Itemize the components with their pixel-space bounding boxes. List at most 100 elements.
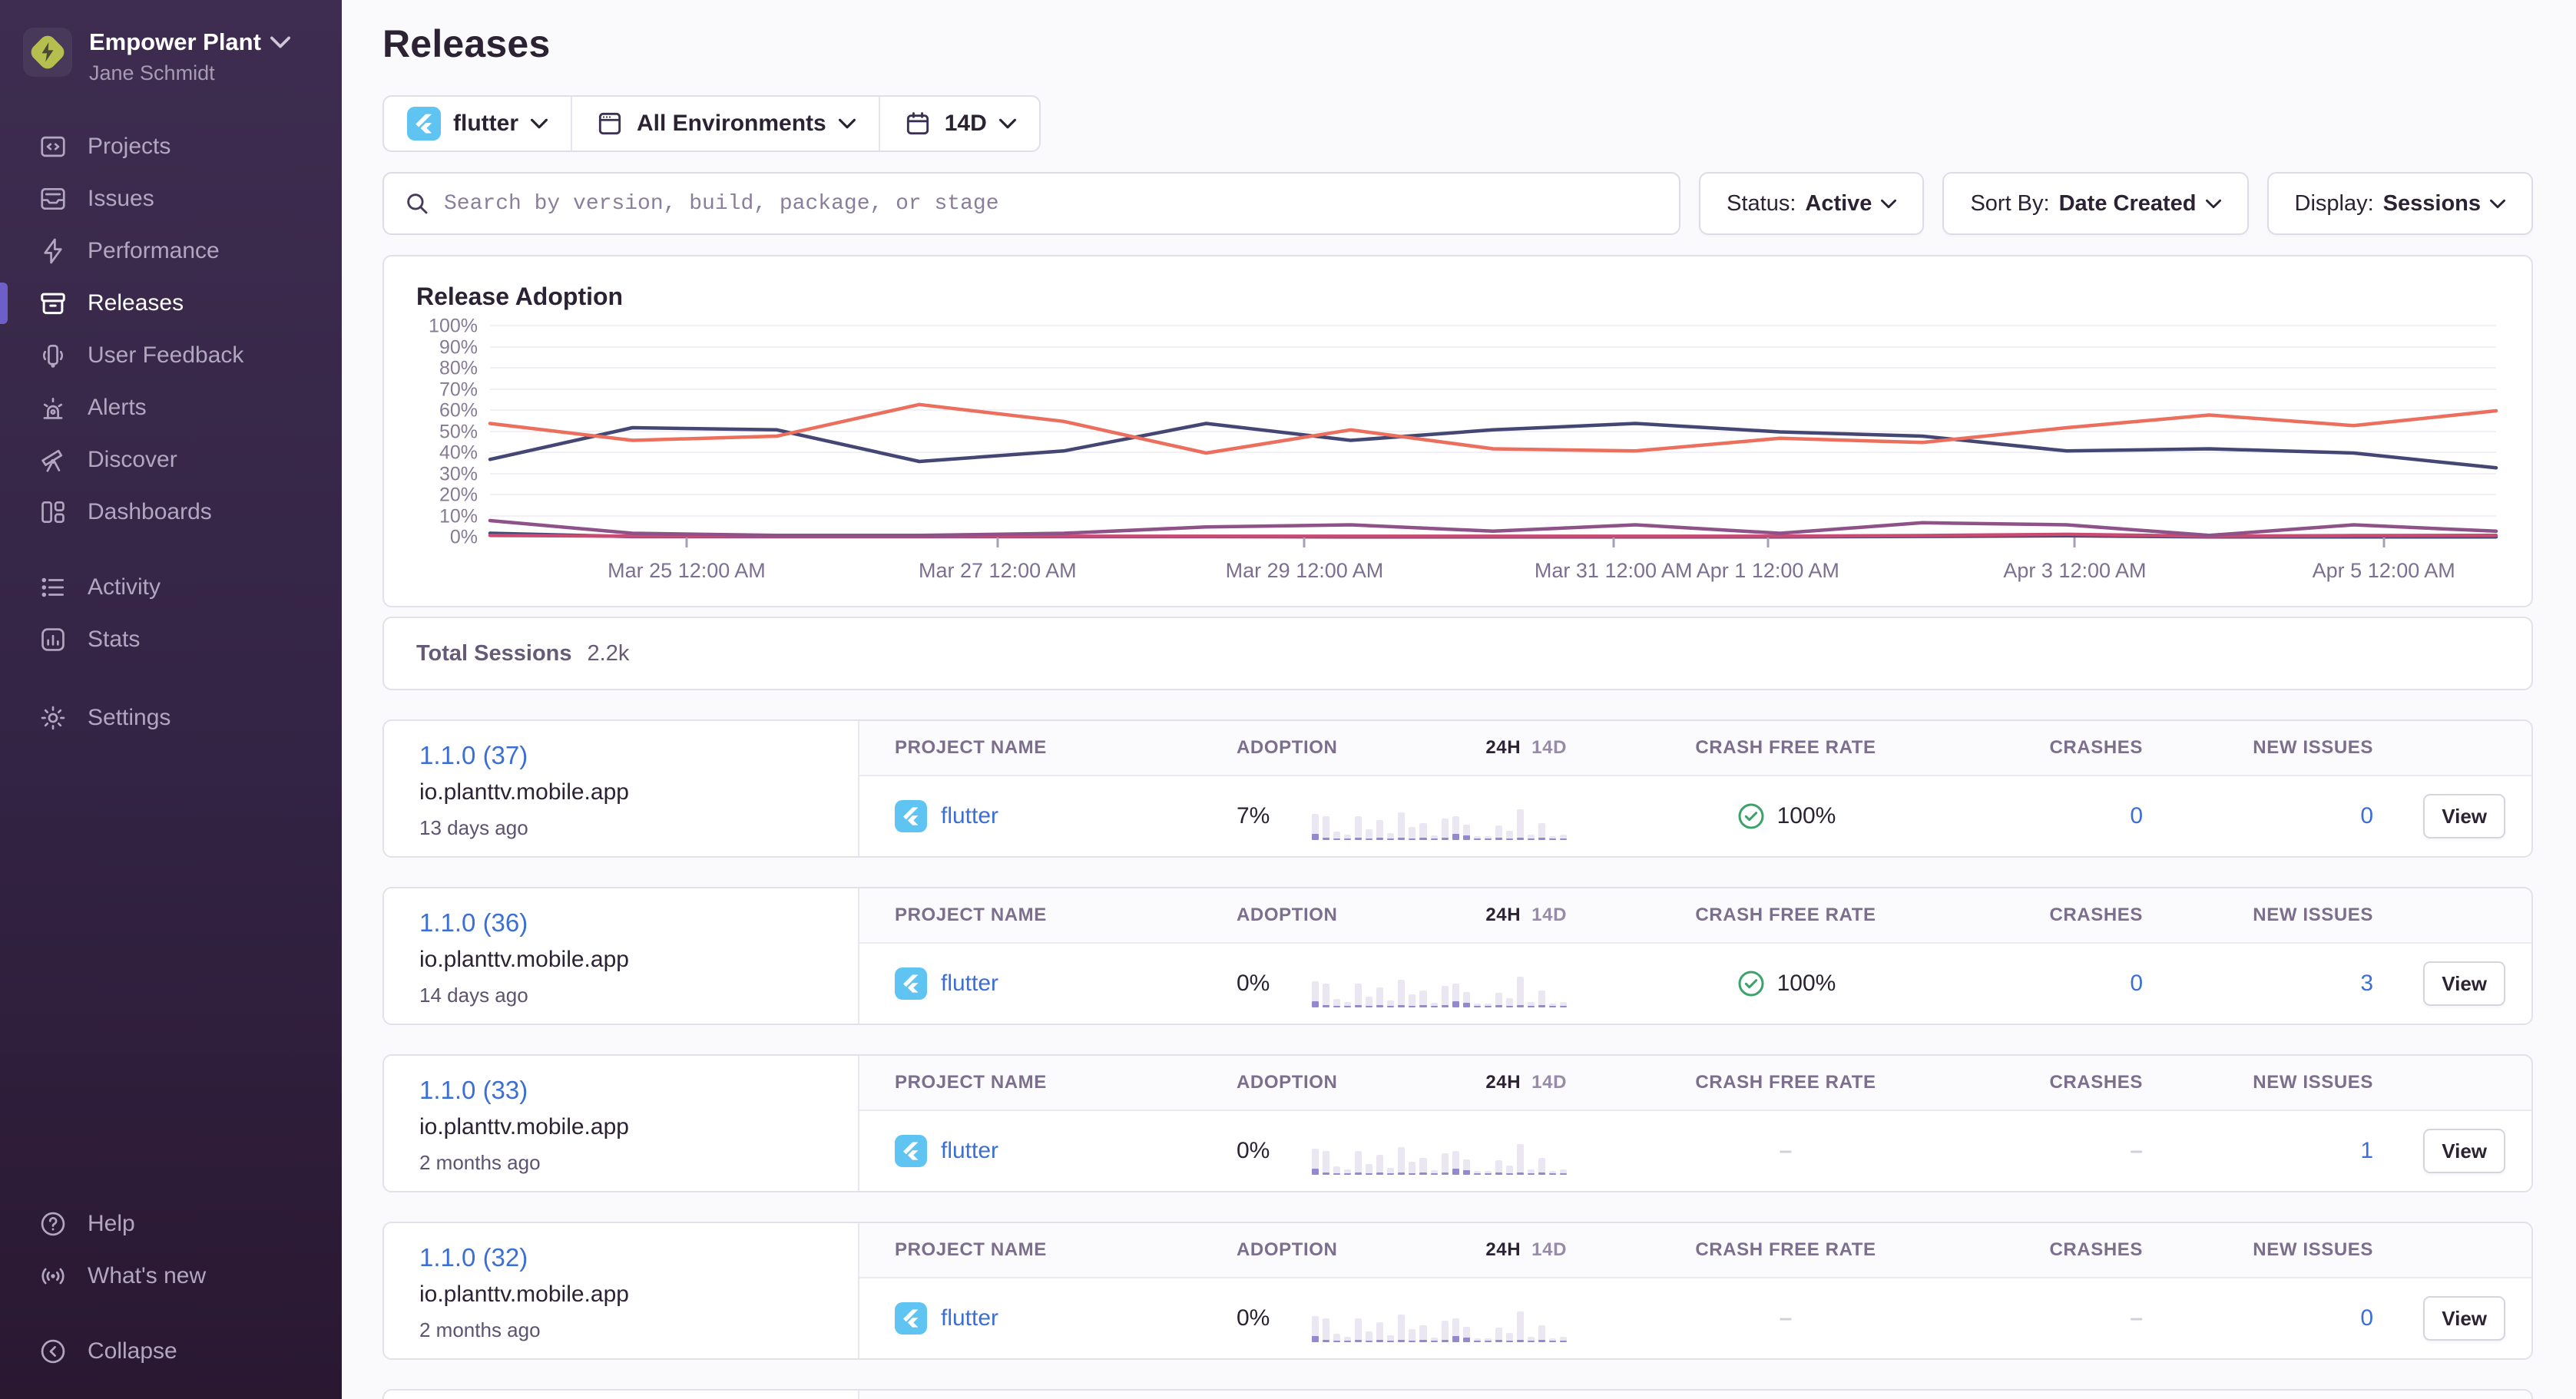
flutter-project-icon bbox=[895, 1135, 927, 1167]
y-axis-tick-label: 100% bbox=[429, 315, 478, 337]
col-crashes: CRASHES bbox=[2049, 1239, 2143, 1260]
toggle-14d[interactable]: 14D bbox=[1531, 1072, 1567, 1093]
empower-plant-logo-icon bbox=[31, 35, 65, 69]
chevron-down-icon bbox=[998, 118, 1016, 129]
crash-free-value: 100% bbox=[1776, 803, 1836, 828]
release-table-header: PROJECT NAME ADOPTION 24H 14D CRASH FREE R… bbox=[859, 721, 2531, 776]
new-issues-link[interactable]: 0 bbox=[2360, 803, 2373, 828]
sidebar-item-settings[interactable]: Settings bbox=[0, 692, 342, 744]
chevron-down-icon bbox=[2490, 199, 2505, 208]
environment-filter[interactable]: All Environments bbox=[571, 97, 879, 150]
release-package: io.planttv.mobile.app bbox=[419, 779, 629, 805]
display-dropdown[interactable]: Display: Sessions bbox=[2266, 172, 2533, 235]
crash-free-value: 100% bbox=[1776, 971, 1836, 996]
crash-free-empty: – bbox=[1779, 1305, 1793, 1331]
release-line-magenta bbox=[490, 521, 2496, 535]
col-project-name: PROJECT NAME bbox=[895, 737, 1047, 758]
project-filter-value: flutter bbox=[453, 111, 518, 136]
sidebar-item-activity[interactable]: Activity bbox=[0, 561, 342, 614]
view-button[interactable]: View bbox=[2423, 1296, 2505, 1341]
sidebar-item-help[interactable]: Help bbox=[0, 1198, 342, 1250]
date-range-filter[interactable]: 14D bbox=[878, 97, 1039, 150]
sidebar-item-releases[interactable]: Releases bbox=[0, 277, 342, 329]
view-button[interactable]: View bbox=[2423, 1129, 2505, 1173]
project-link[interactable]: flutter bbox=[941, 971, 999, 996]
release-age: 2 months ago bbox=[419, 1151, 541, 1174]
sidebar-item-dashboards[interactable]: Dashboards bbox=[0, 486, 342, 538]
issues-icon bbox=[41, 187, 65, 210]
sort-by-dropdown[interactable]: Sort By: Date Created bbox=[1942, 172, 2249, 235]
project-filter[interactable]: flutter bbox=[384, 97, 571, 150]
release-card: 1.1.0 (33) io.planttv.mobile.app 2 month… bbox=[382, 1054, 2533, 1192]
release-info-panel: 1.1.0 (36) io.planttv.mobile.app 14 days… bbox=[384, 888, 859, 1024]
release-age: 13 days ago bbox=[419, 816, 528, 839]
project-link[interactable]: flutter bbox=[941, 803, 999, 828]
sidebar-collapse-button[interactable]: Collapse bbox=[0, 1325, 342, 1378]
view-button[interactable]: View bbox=[2423, 794, 2505, 838]
release-table-header: PROJECT NAME ADOPTION 24H 14D CRASH FREE R… bbox=[859, 1223, 2531, 1278]
projects-icon bbox=[41, 136, 65, 157]
sidebar-item-label: Dashboards bbox=[88, 498, 212, 524]
release-info-panel: 1.1.0 (32) io.planttv.mobile.app 2 month… bbox=[384, 1223, 859, 1358]
toggle-24h[interactable]: 24H bbox=[1485, 1072, 1521, 1093]
chart-x-axis: Mar 25 12:00 AM Mar 27 12:00 AM Mar 29 12:… bbox=[490, 537, 2496, 588]
main-content: Releases flutter All Environments 14D St… bbox=[342, 0, 2576, 1399]
toggle-24h[interactable]: 24H bbox=[1485, 905, 1521, 925]
release-package: io.planttv.mobile.app bbox=[419, 947, 629, 972]
search-input[interactable] bbox=[444, 191, 1660, 216]
new-issues-link[interactable]: 1 bbox=[2360, 1138, 2373, 1163]
chart-y-axis: 0% 10% 20% 30% 40% 50% 60% 70% 80% 90% 100% bbox=[416, 316, 490, 548]
broadcast-icon bbox=[41, 1268, 65, 1285]
sessions-sparkline bbox=[1312, 792, 1568, 840]
sidebar-item-alerts[interactable]: Alerts bbox=[0, 382, 342, 434]
x-axis-tick-label: Mar 27 12:00 AM bbox=[919, 559, 1077, 582]
sidebar-item-whats-new[interactable]: What's new bbox=[0, 1250, 342, 1302]
project-link[interactable]: flutter bbox=[941, 1305, 999, 1331]
project-link[interactable]: flutter bbox=[941, 1138, 999, 1163]
release-card: 1.1.0 (32) io.planttv.mobile.app 2 month… bbox=[382, 1222, 2533, 1360]
y-axis-tick-label: 70% bbox=[439, 379, 478, 400]
crashes-link[interactable]: 0 bbox=[2130, 971, 2143, 996]
crashes-link[interactable]: 0 bbox=[2130, 803, 2143, 828]
release-version-link[interactable]: 1.1.0 (37) bbox=[419, 741, 528, 769]
release-version-link[interactable]: 1.1.0 (33) bbox=[419, 1076, 528, 1104]
sidebar-item-label: Releases bbox=[88, 289, 184, 316]
org-switcher[interactable]: Empower Plant Jane Schmidt bbox=[0, 23, 342, 87]
release-version-link[interactable]: 1.1.0 (32) bbox=[419, 1243, 528, 1272]
user-name: Jane Schmidt bbox=[89, 61, 215, 84]
toggle-14d[interactable]: 14D bbox=[1531, 905, 1567, 925]
sidebar-item-discover[interactable]: Discover bbox=[0, 434, 342, 486]
new-issues-link[interactable]: 0 bbox=[2360, 1305, 2373, 1331]
new-issues-link[interactable]: 3 bbox=[2360, 971, 2373, 996]
toggle-14d[interactable]: 14D bbox=[1531, 1239, 1567, 1260]
chevron-down-icon bbox=[2205, 199, 2221, 208]
status-dropdown[interactable]: Status: Active bbox=[1699, 172, 1925, 235]
chevron-down-icon bbox=[270, 36, 290, 48]
sidebar-item-label: Discover bbox=[88, 446, 177, 472]
search-box bbox=[382, 172, 1681, 235]
page-filter-bar: flutter All Environments 14D bbox=[382, 95, 1041, 152]
release-adoption-chart-card: Release Adoption 0% 10% 20% 30% 40% 50% 60% 70%… bbox=[382, 255, 2533, 607]
total-sessions-bar: Total Sessions 2.2k bbox=[382, 617, 2533, 690]
total-sessions-value: 2.2k bbox=[587, 640, 630, 666]
sidebar-item-projects[interactable]: Projects bbox=[0, 121, 342, 173]
sidebar-item-label: Collapse bbox=[88, 1338, 177, 1364]
release-info-panel: 1.1.0 (33) io.planttv.mobile.app 2 month… bbox=[384, 1056, 859, 1191]
sessions-sparkline bbox=[1312, 960, 1568, 1007]
release-version-link[interactable]: 1.1.0 (36) bbox=[419, 908, 528, 937]
col-crashes: CRASHES bbox=[2049, 737, 2143, 758]
y-axis-tick-label: 90% bbox=[439, 336, 478, 358]
toggle-24h[interactable]: 24H bbox=[1485, 737, 1521, 758]
sidebar-item-issues[interactable]: Issues bbox=[0, 173, 342, 225]
sort-value: Date Created bbox=[2058, 190, 2197, 216]
sidebar-item-user-feedback[interactable]: User Feedback bbox=[0, 329, 342, 382]
toggle-14d[interactable]: 14D bbox=[1531, 737, 1567, 758]
toggle-24h[interactable]: 24H bbox=[1485, 1239, 1521, 1260]
chart-title: Release Adoption bbox=[416, 283, 624, 310]
sidebar-item-performance[interactable]: Performance bbox=[0, 225, 342, 277]
sidebar-item-stats[interactable]: Stats bbox=[0, 614, 342, 666]
sidebar-item-label: User Feedback bbox=[88, 342, 244, 368]
x-axis-tick-label: Mar 25 12:00 AM bbox=[608, 559, 766, 582]
discover-icon bbox=[41, 449, 63, 472]
view-button[interactable]: View bbox=[2423, 961, 2505, 1006]
